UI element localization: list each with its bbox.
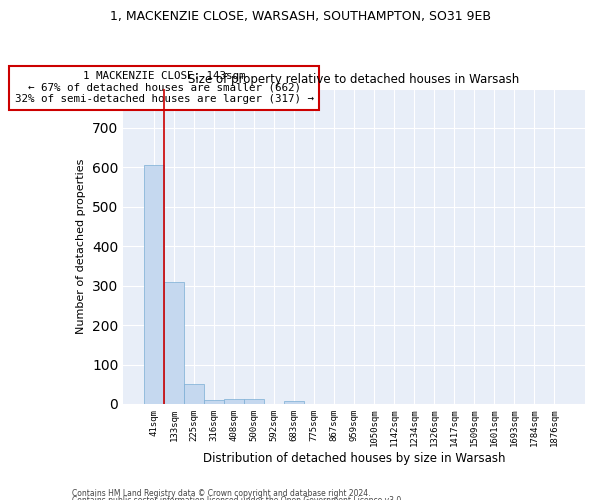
- Text: 1, MACKENZIE CLOSE, WARSASH, SOUTHAMPTON, SO31 9EB: 1, MACKENZIE CLOSE, WARSASH, SOUTHAMPTON…: [110, 10, 491, 23]
- Title: Size of property relative to detached houses in Warsash: Size of property relative to detached ho…: [188, 73, 520, 86]
- Bar: [204, 400, 224, 404]
- Bar: [184, 384, 204, 404]
- Bar: [224, 399, 244, 404]
- Y-axis label: Number of detached properties: Number of detached properties: [76, 158, 86, 334]
- Text: 1 MACKENZIE CLOSE: 143sqm
← 67% of detached houses are smaller (662)
32% of semi: 1 MACKENZIE CLOSE: 143sqm ← 67% of detac…: [15, 71, 314, 104]
- Bar: [244, 399, 264, 404]
- Bar: [284, 401, 304, 404]
- X-axis label: Distribution of detached houses by size in Warsash: Distribution of detached houses by size …: [203, 452, 505, 465]
- Bar: [164, 282, 184, 404]
- Text: Contains public sector information licensed under the Open Government Licence v3: Contains public sector information licen…: [72, 496, 404, 500]
- Text: Contains HM Land Registry data © Crown copyright and database right 2024.: Contains HM Land Registry data © Crown c…: [72, 488, 371, 498]
- Bar: [144, 165, 164, 404]
